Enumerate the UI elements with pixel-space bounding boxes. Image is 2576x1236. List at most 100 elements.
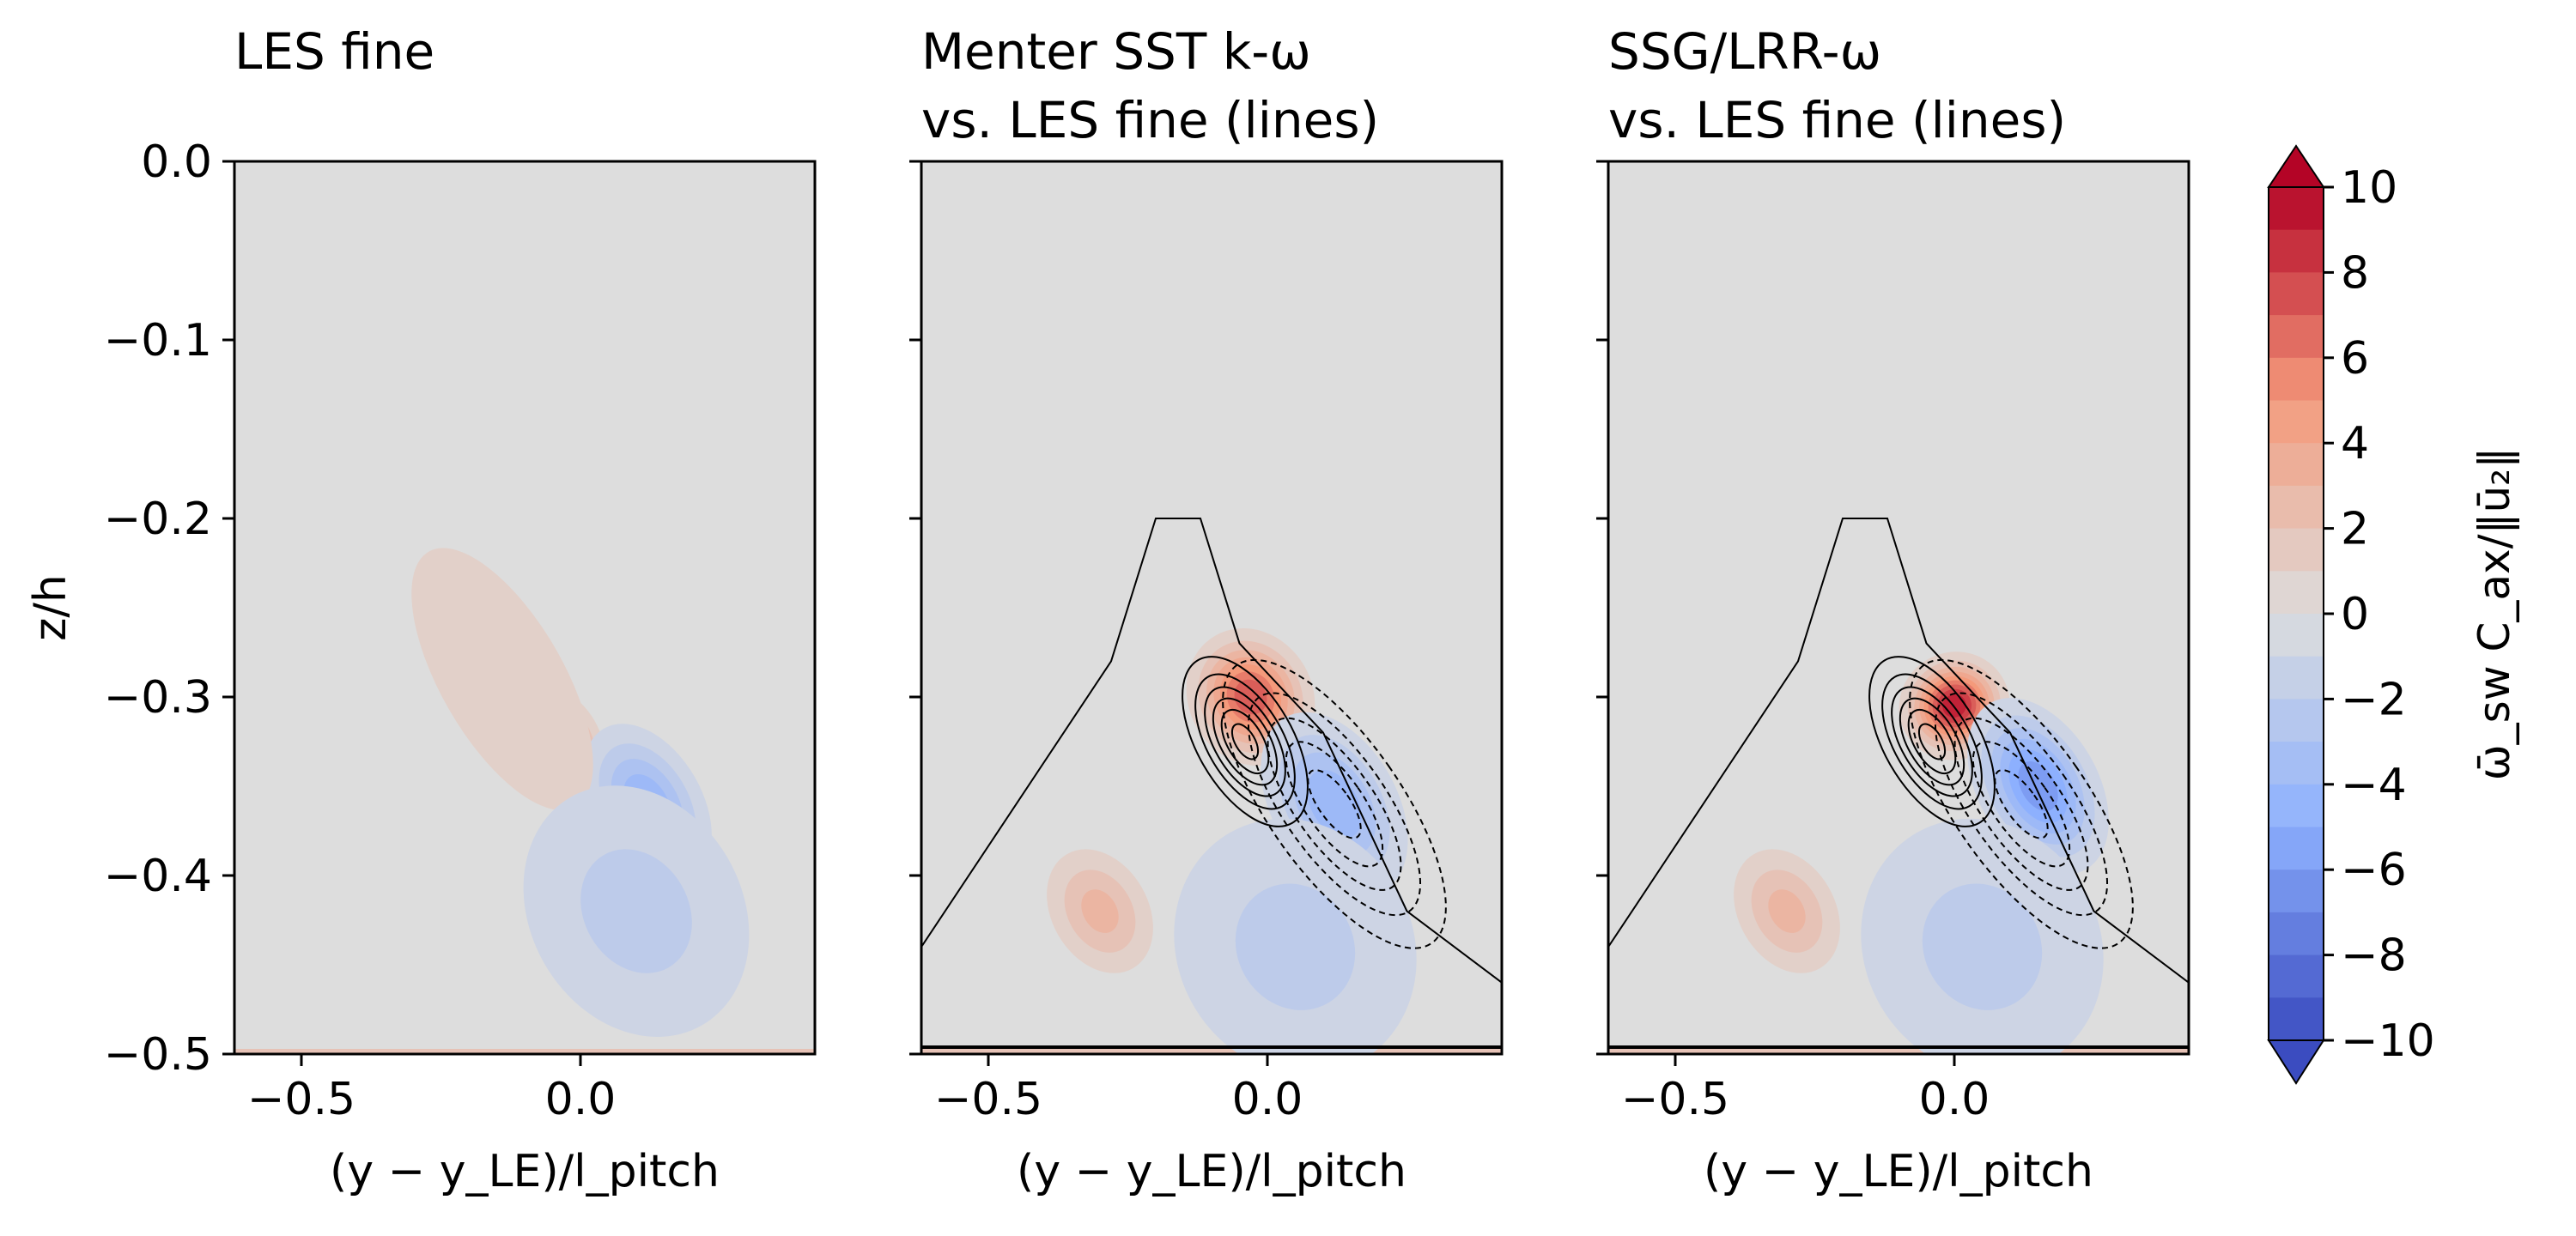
wall-strip (921, 1049, 1502, 1054)
panel-title: Menter SST k-ω (921, 22, 1311, 81)
x-tick-label: 0.0 (1232, 1074, 1303, 1125)
colorbar-label: ω̄_sw C_ax/‖ū₂‖ (2470, 447, 2519, 780)
panel-ssg-lrr: SSG/LRR-ω vs. LES fine (lines) −0.5 0.0 (… (1596, 22, 2190, 1197)
les-contour-lines (921, 518, 1502, 1049)
contour-level (1768, 889, 1806, 933)
colorbar-segment (2269, 699, 2324, 742)
contour-line-negative (1222, 658, 1447, 949)
colorbar-segment (2269, 443, 2324, 487)
contour-line-envelope (1608, 518, 2189, 984)
contour-level (1234, 679, 1267, 715)
les-contour-lines (1608, 518, 2189, 1049)
y-tick-label: −0.2 (104, 494, 212, 545)
colorbar-segment (2269, 827, 2324, 870)
x-tick-label: −0.5 (934, 1074, 1042, 1125)
contour-line-positive (1881, 673, 1983, 810)
y-tick-label: 0.0 (141, 136, 212, 188)
contour-level (1922, 883, 2043, 1010)
panel-menter-sst: Menter SST k-ω vs. LES fine (lines) −0.5… (909, 22, 1504, 1197)
colorbar-segment (2269, 997, 2324, 1041)
contour-field (234, 548, 815, 1054)
panel-title: LES fine (234, 22, 434, 81)
colorbar-tick-label: 4 (2341, 418, 2369, 470)
colorbar-tick-label: 0 (2341, 589, 2369, 640)
colorbar-tick-label: 10 (2341, 162, 2397, 214)
panel-subtitle: vs. LES fine (lines) (1608, 91, 2066, 149)
contour-line-negative (1285, 741, 1384, 868)
vortex-2 (1734, 849, 1840, 973)
colorbar-segment (2269, 400, 2324, 444)
y-tick-label: −0.1 (104, 315, 212, 367)
axes-frame (1607, 160, 2190, 1056)
axes-frame (920, 160, 1504, 1056)
contour-line-negative (1909, 658, 2134, 949)
y-tick-label: −0.3 (104, 672, 212, 724)
colorbar-tick-label: −8 (2341, 930, 2407, 982)
contour-field (921, 627, 1502, 1054)
vortex-2 (1047, 849, 1153, 973)
colorbar-segment (2269, 272, 2324, 316)
colorbar-segment (2269, 571, 2324, 615)
colorbar: 10 8 6 4 2 0 −2 −4 −6 −8 −10 ω̄_sw C_ax/‖ū₂‖ (2267, 144, 2519, 1085)
contour-line-negative (1267, 717, 1402, 891)
vortex-2 (411, 548, 593, 810)
contour-line-positive (1212, 697, 1279, 786)
colorbar-tick-label: −10 (2341, 1015, 2435, 1067)
wall-strip (1608, 1049, 2189, 1054)
colorbar-ticks: 10 8 6 4 2 0 −2 −4 −6 −8 −10 (2324, 162, 2435, 1067)
y-axis-label: z/h (25, 574, 76, 641)
colorbar-segment (2269, 528, 2324, 572)
y-tick-label: −0.4 (104, 851, 212, 902)
colorbar-extend-max (2267, 144, 2325, 188)
contour-line-positive (1220, 708, 1270, 775)
contour-line-negative (1953, 717, 2089, 891)
colorbar-tick-label: 8 (2341, 247, 2369, 299)
colorbar-segment (2269, 315, 2324, 359)
colorbar-segments (2269, 187, 2324, 1041)
x-axis-label: (y − y_LE)/l_pitch (1704, 1146, 2093, 1197)
contour-line-negative (1247, 692, 1422, 917)
y-tick-label: −0.5 (104, 1029, 212, 1081)
tick-group: −0.5 0.0 0.0 −0.1 −0.2 −0.3 −0.4 −0.5 (104, 136, 617, 1125)
colorbar-segment (2269, 229, 2324, 273)
contour-level (411, 548, 593, 810)
x-tick-label: −0.5 (1621, 1074, 1729, 1125)
vortex-3 (1174, 818, 1417, 1054)
panel-title: SSG/LRR-ω (1608, 22, 1881, 81)
colorbar-segment (2269, 954, 2324, 998)
contour-line-positive (1182, 656, 1309, 827)
colorbar-segment (2269, 357, 2324, 401)
colorbar-tick-label: 6 (2341, 333, 2369, 385)
colorbar-segment (2269, 912, 2324, 956)
contour-level (1235, 883, 1356, 1010)
contour-line-positive (1907, 708, 1957, 775)
colorbar-segment (2269, 614, 2324, 657)
colorbar-tick-label: −2 (2341, 674, 2407, 725)
x-tick-label: −0.5 (247, 1074, 355, 1125)
colorbar-segment (2269, 869, 2324, 913)
axes-frame (233, 160, 817, 1056)
contour-line-positive (1868, 656, 1996, 827)
colorbar-segment (2269, 742, 2324, 785)
tick-group: −0.5 0.0 (909, 160, 1303, 1125)
vortex-3 (1861, 818, 2104, 1054)
contour-line-negative (1934, 692, 2109, 917)
vortex-3 (523, 785, 750, 1037)
contour-level (1081, 889, 1119, 933)
colorbar-tick-label: 2 (2341, 504, 2369, 555)
colorbar-tick-label: −6 (2341, 845, 2407, 896)
contour-line-positive (1899, 697, 1965, 786)
contour-line-envelope (921, 518, 1502, 984)
colorbar-segment (2269, 784, 2324, 827)
panel-subtitle: vs. LES fine (lines) (921, 91, 1379, 149)
contour-level (580, 849, 692, 973)
colorbar-segment (2269, 485, 2324, 530)
colorbar-tick-label: −4 (2341, 760, 2407, 811)
x-tick-label: 0.0 (545, 1074, 617, 1125)
colorbar-segment (2269, 187, 2324, 231)
x-axis-label: (y − y_LE)/l_pitch (330, 1146, 720, 1197)
x-axis-label: (y − y_LE)/l_pitch (1017, 1146, 1406, 1197)
panel-les-fine: LES fine −0.5 0.0 0.0 −0.1 −0.2 −0.3 −0.4−0.5 … (25, 22, 817, 1197)
colorbar-segment (2269, 656, 2324, 700)
